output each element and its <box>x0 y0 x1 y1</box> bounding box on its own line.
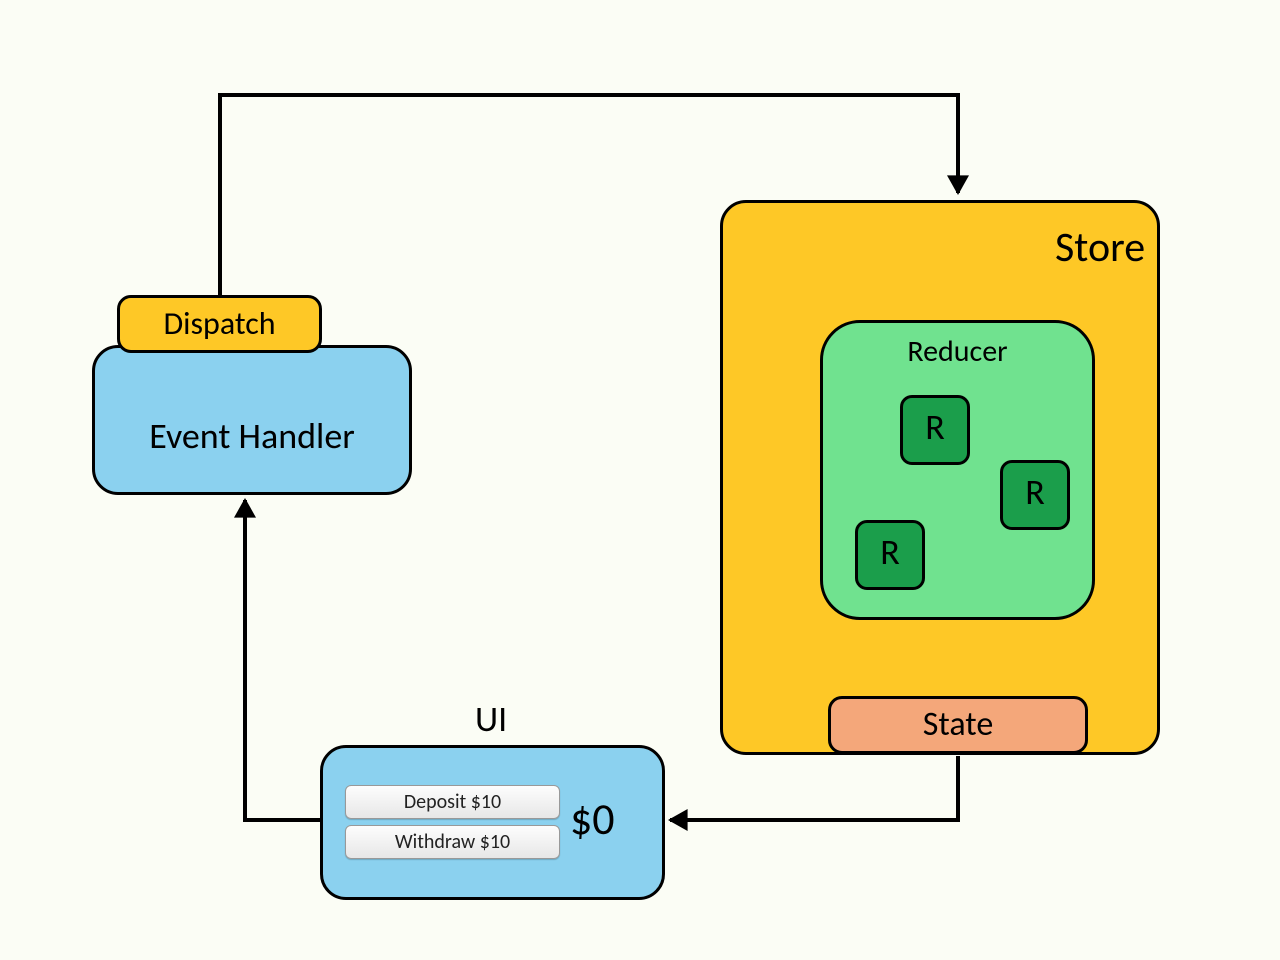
event-handler-label: Event Handler <box>149 414 355 458</box>
deposit-button[interactable]: Deposit $10 <box>345 785 560 819</box>
ui-amount: $0 <box>570 792 615 846</box>
withdraw-button[interactable]: Withdraw $10 <box>345 825 560 859</box>
event-handler-box: Event Handler <box>92 345 412 495</box>
ui-to-event-handler <box>245 500 320 820</box>
state-to-ui <box>670 756 958 820</box>
reducer-chip-1: R <box>900 395 970 465</box>
ui-title: UI <box>475 697 507 741</box>
store-label: Store <box>1055 222 1145 273</box>
reducer-chip-3: R <box>855 520 925 590</box>
diagram-stage: { "type": "flowchart", "background_color… <box>0 0 1280 960</box>
reducer-chip-2: R <box>1000 460 1070 530</box>
dispatch-box: Dispatch <box>117 295 322 353</box>
reducer-label: Reducer <box>823 333 1092 370</box>
state-box: State <box>828 696 1088 754</box>
